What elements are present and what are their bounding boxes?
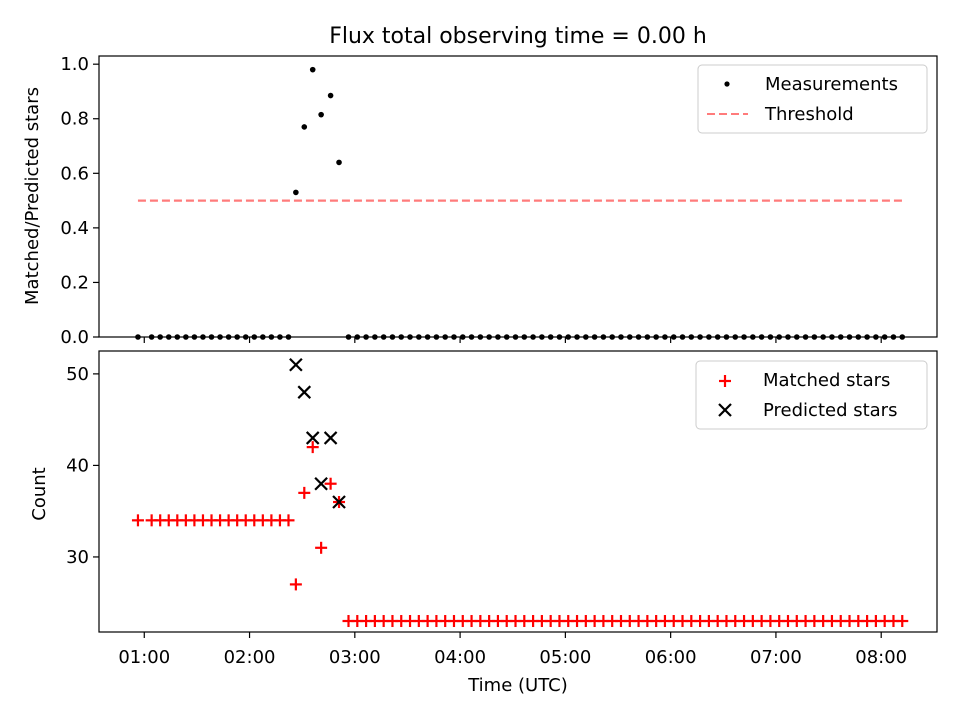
predicted-star-point	[323, 431, 338, 445]
legend-measurements-marker	[724, 81, 730, 87]
x-tick-label: 07:00	[750, 647, 802, 668]
legend-predicted-label: Predicted stars	[763, 400, 897, 421]
y-tick-label: 1.0	[60, 54, 89, 75]
legend-matched-marker	[719, 375, 731, 387]
matched-star-point	[131, 514, 144, 527]
x-tick-label: 08:00	[855, 647, 907, 668]
x-axis-label: Time (UTC)	[467, 675, 568, 696]
legend-predicted-marker	[718, 403, 732, 417]
count-panel-legend-box	[695, 360, 928, 430]
predicted-star-point	[332, 495, 346, 509]
ratio-panel-legend-box	[697, 64, 928, 134]
x-tick-label: 05:00	[539, 647, 591, 668]
ratio-panel-x-ticks	[143, 337, 882, 343]
ratio-panel-legend: Measurements Threshold	[697, 64, 928, 134]
legend-measurements-label: Measurements	[765, 74, 898, 95]
ratio-panel-y-axis-label: Matched/Predicted stars	[22, 87, 43, 305]
measurement-point	[309, 66, 316, 73]
y-tick-label: 40	[66, 455, 89, 476]
ratio-panel-y-ticks: 0.0 0.2 0.4 0.6 0.8 1.0	[60, 54, 99, 348]
legend-threshold-label: Threshold	[764, 104, 854, 125]
count-panel-x-ticks: 01:00 02:00 03:00 04:00 05:00 06:00 07:00 08:00	[118, 632, 907, 668]
matched-star-point	[324, 477, 337, 490]
count-panel: 30 40 50 01:00 02:00 03:00 04:00 05:00 06:00 07:…	[29, 350, 938, 668]
x-tick-label: 01:00	[118, 647, 170, 668]
y-tick-label: 0.6	[60, 163, 89, 184]
x-tick-label: 02:00	[224, 647, 276, 668]
count-panel-data	[131, 357, 909, 628]
ratio-panel: 0.0 0.2 0.4 0.6 0.8 1.0 Matched/Predicted sta…	[22, 54, 938, 348]
x-tick-label: 04:00	[434, 647, 486, 668]
legend-matched-label: Matched stars	[763, 370, 890, 391]
y-tick-label: 0.4	[60, 218, 89, 239]
y-tick-label: 0.8	[60, 109, 89, 130]
predicted-star-point	[297, 385, 312, 399]
predicted-star-point	[305, 431, 320, 445]
measurement-point	[293, 189, 299, 196]
predicted-star-point	[289, 357, 303, 372]
y-tick-label: 0.0	[60, 327, 89, 348]
y-tick-label: 30	[66, 547, 89, 568]
matched-star-point	[282, 514, 295, 527]
measurement-point	[336, 159, 342, 166]
x-tick-label: 03:00	[329, 647, 381, 668]
matched-star-point	[315, 541, 328, 554]
y-tick-label: 0.2	[60, 272, 89, 293]
measurement-point	[327, 92, 334, 99]
count-panel-y-ticks: 30 40 50	[66, 364, 99, 568]
matched-star-point	[298, 486, 311, 499]
measurement-point	[301, 124, 308, 130]
x-tick-label: 06:00	[645, 647, 697, 668]
count-panel-y-axis-label: Count	[29, 467, 50, 520]
matched-star-point	[289, 578, 302, 591]
measurement-point	[318, 111, 324, 118]
matched-star-point	[896, 615, 909, 628]
ratio-panel-frame	[98, 55, 938, 338]
matched-star-point	[306, 441, 319, 454]
y-tick-label: 50	[66, 364, 89, 385]
chart-title: Flux total observing time = 0.00 h	[329, 24, 707, 49]
predicted-star-point	[314, 476, 328, 491]
count-panel-frame	[98, 350, 938, 633]
count-panel-legend: Matched stars Predicted stars	[695, 360, 928, 430]
